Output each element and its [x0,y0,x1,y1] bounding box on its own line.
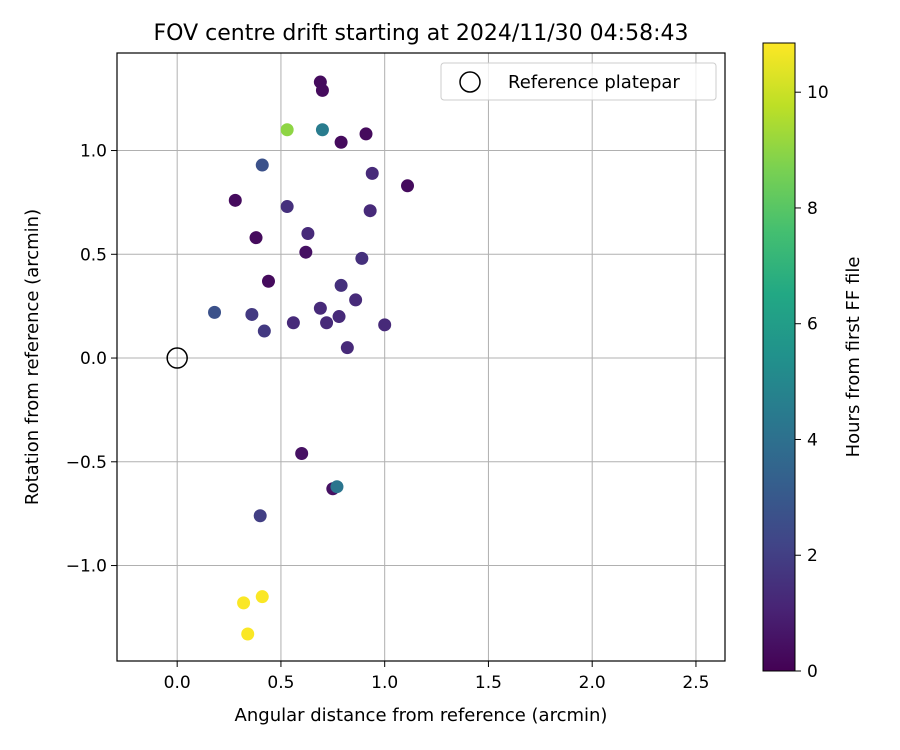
scatter-point [286,316,300,330]
y-tick-label: −1.0 [66,557,107,577]
legend-label: Reference platepar [508,72,680,93]
scatter-point [355,251,369,265]
scatter-point [330,480,344,494]
scatter-point [261,274,275,288]
scatter-point [401,179,415,193]
colorbar-tick-label: 8 [807,199,818,219]
scatter-point [299,245,313,259]
colorbar-tick-label: 10 [807,83,829,103]
y-tick-label: 1.0 [80,142,107,162]
scatter-point [237,596,251,610]
scatter-point [295,446,309,460]
colorbar-label: Hours from first FF file [843,257,864,458]
scatter-point [332,310,346,324]
legend: Reference platepar [440,62,717,101]
x-tick-label: 0.0 [164,673,191,693]
plot-area: 0.0 0.5 1.0 1.5 2.0 2.5 −1.0 −0.5 0.0 0.5 1.0 [66,52,726,693]
scatter-point [280,123,294,137]
scatter-point [378,318,392,332]
x-axis-ticks: 0.0 0.5 1.0 1.5 2.0 2.5 [164,661,709,693]
scatter-point [249,231,263,245]
data-points [166,75,415,641]
scatter-point [228,193,242,207]
colorbar-ticks: 0 2 4 6 8 10 [795,83,829,682]
y-axis-ticks: −1.0 −0.5 0.0 0.5 1.0 [66,142,117,577]
y-axis-label: Rotation from reference (arcmin) [22,209,43,505]
legend-marker [459,71,481,93]
scatter-point [349,293,363,307]
colorbar-tick-label: 0 [807,662,818,682]
colorbar-tick-label: 6 [807,315,818,335]
scatter-point [315,83,329,97]
scatter-point [255,158,269,172]
scatter-point [253,509,267,523]
reference-point [166,347,188,369]
scatter-point [359,127,373,141]
grid [117,53,725,661]
chart-title: FOV centre drift starting at 2024/11/30 … [154,21,689,46]
x-tick-label: 2.5 [682,673,709,693]
scatter-point [255,590,269,604]
scatter-point [245,307,259,321]
colorbar: 0 2 4 6 8 10 Hours from first FF file [762,42,864,682]
y-tick-label: 0.5 [80,245,107,265]
scatter-point [280,200,294,214]
x-axis-label: Angular distance from reference (arcmin) [235,705,608,726]
scatter-point [334,135,348,149]
scatter-point [340,341,354,355]
scatter-point [365,166,379,180]
y-tick-label: 0.0 [80,349,107,369]
scatter-point [334,278,348,292]
scatter-point [301,227,315,241]
colorbar-tick-label: 2 [807,546,818,566]
y-tick-label: −0.5 [66,453,107,473]
scatter-point [315,123,329,137]
x-tick-label: 0.5 [267,673,294,693]
colorbar-gradient [762,42,796,672]
plot-frame [116,52,726,662]
scatter-point [313,301,327,315]
legend-box [440,62,717,101]
scatter-point [257,324,271,338]
scatter-point [241,627,255,641]
scatter-point [363,204,377,218]
x-tick-label: 1.5 [475,673,502,693]
x-tick-label: 1.0 [371,673,398,693]
scatter-point [320,316,334,330]
colorbar-tick-label: 4 [807,430,818,450]
x-tick-label: 2.0 [579,673,606,693]
scatter-point [208,305,222,319]
